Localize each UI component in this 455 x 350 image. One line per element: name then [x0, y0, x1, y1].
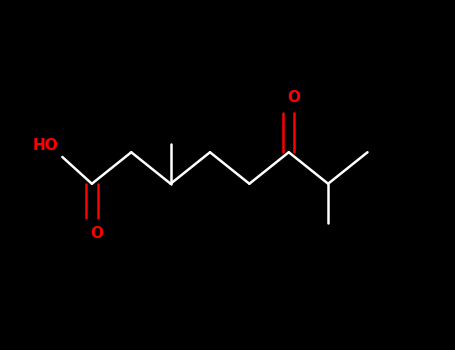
Text: HO: HO	[33, 139, 59, 153]
Text: O: O	[288, 90, 300, 105]
Text: O: O	[91, 226, 104, 241]
